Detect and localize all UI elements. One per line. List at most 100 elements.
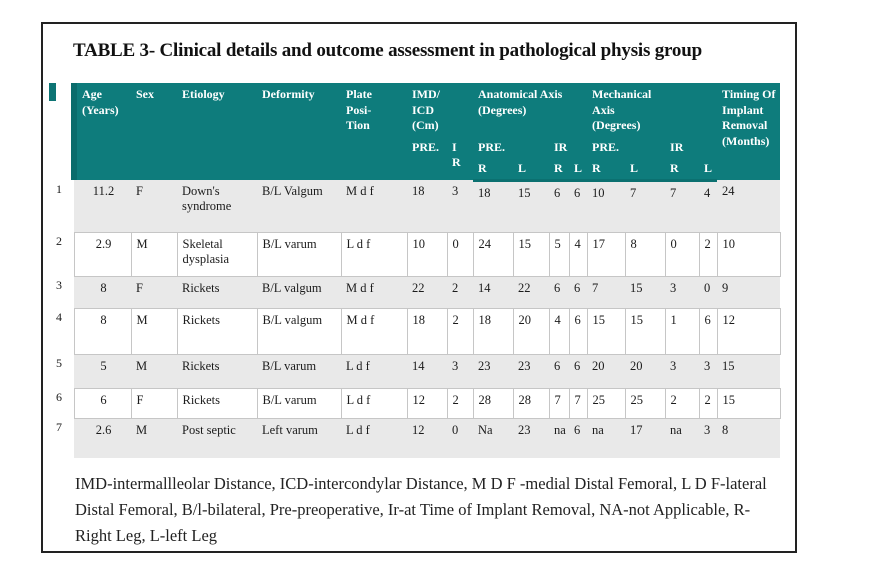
sex-cell: M [131,354,177,389]
table-title: TABLE 3- Clinical details and outcome as… [73,40,702,61]
header-row-sub2: R L R L R L R L [55,157,780,182]
mech-pre-l-cell: 17 [625,418,666,459]
sex-cell: F [131,276,177,309]
mech-ir-l-cell: 3 [699,354,718,389]
anat-ir-r-cell: 5 [548,231,570,277]
header-row-sub1: PRE. I R PRE. IR PRE. IR [55,135,780,181]
imd-ir-cell: 2 [447,276,473,309]
subheader-imd-pre: PRE. [407,135,447,181]
table-body: 1 11.2 F Down's syndrome B/L Valgum M d f 18 3 1… [55,180,781,459]
mech-ir-l-cell: 0 [699,276,718,309]
subheader-anat-ir-l: L [569,157,588,182]
plate-cell: L d f [341,354,407,389]
anat-pre-l-cell: 22 [513,276,549,309]
mech-pre-l-cell: 8 [624,231,666,277]
age-cell: 8 [73,307,132,355]
age-cell: 5 [74,354,131,389]
col-header-anatomical-axis: Anatomical Axis (Degrees) [473,83,588,136]
sex-cell: M [130,307,178,355]
row-number: 1 [55,180,74,233]
mech-pre-r-cell: 25 [586,387,626,419]
col-header-mechanical-axis: Mechanical Axis (Degrees) [587,83,718,136]
imd-ir-cell: 0 [446,231,474,277]
row-number: 2 [55,232,74,277]
imd-pre-cell: 10 [406,231,448,277]
plate-cell: M d f [341,180,407,233]
page-frame: TABLE 3- Clinical details and outcome as… [41,22,797,553]
col-header-imd-icd: IMD/ ICD (Cm) [407,83,473,136]
deformity-cell: B/L varum [256,231,342,277]
mech-ir-l-cell: 6 [698,307,718,355]
deformity-cell: B/L varum [257,354,341,389]
mech-pre-r-cell: 7 [587,276,626,309]
clinical-table: Age (Years) Sex Etiology Deformity Plate… [55,83,781,459]
anat-ir-l-cell: 6 [569,354,588,389]
anat-pre-r-cell: 28 [472,387,514,419]
deformity-cell: B/L valgum [256,307,342,355]
col-header-deformity: Deformity [257,83,341,181]
table-row: 2 2.9 M Skeletal dysplasia B/L varum L d f 10 0… [55,231,781,277]
subheader-anat-ir-r: R [549,157,569,182]
age-cell: 2.6 [74,418,131,459]
table-row: 5 5 M Rickets B/L varum L d f 14 3 23 23 6 6 20 20 3 3 1… [55,354,781,389]
col-header-plate-position: Plate Posi- Tion [341,83,407,181]
anat-pre-r-cell: 18 [472,307,514,355]
age-cell: 8 [74,276,131,309]
mech-ir-r-cell: na [665,418,700,459]
imd-pre-cell: 22 [407,276,447,309]
table-row: 4 8 M Rickets B/L valgum M d f 18 2 18 20 4 6 15 15 1 6… [55,307,781,355]
anat-pre-l-cell: 23 [513,418,549,459]
mech-ir-r-cell: 2 [664,387,700,419]
mech-ir-l-cell: 4 [699,180,718,233]
anat-ir-l-cell: 6 [568,307,588,355]
anat-ir-r-cell: na [549,418,569,459]
anat-pre-r-cell: 24 [472,231,514,277]
mech-ir-r-cell: 3 [665,276,700,309]
col-header-sex: Sex [131,83,177,181]
etiology-cell: Rickets [176,387,258,419]
mech-pre-l-cell: 25 [624,387,666,419]
mech-pre-l-cell: 15 [625,276,666,309]
imd-pre-cell: 12 [406,387,448,419]
plate-cell: L d f [340,387,408,419]
mech-pre-r-cell: 15 [586,307,626,355]
plate-cell: M d f [340,307,408,355]
mech-ir-r-cell: 3 [665,354,700,389]
mech-ir-r-cell: 1 [664,307,700,355]
anat-pre-l-cell: 23 [513,354,549,389]
row-number: 7 [55,418,74,459]
anat-ir-r-cell: 6 [549,180,569,233]
table-row: 7 2.6 M Post septic Left varum L d f 12 0 Na 23 na… [55,418,781,459]
anat-ir-r-cell: 6 [549,354,569,389]
sex-cell: M [131,418,177,459]
table-row: 6 6 F Rickets B/L varum L d f 12 2 28 28 7 7 25 25 2 2 1… [55,387,781,419]
anat-ir-l-cell: 4 [568,231,588,277]
timing-cell: 24 [717,180,781,233]
plate-cell: L d f [340,231,408,277]
imd-pre-cell: 18 [407,180,447,233]
deformity-cell: Left varum [257,418,341,459]
timing-cell: 9 [717,276,781,309]
mech-ir-l-cell: 2 [698,387,718,419]
mech-pre-r-cell: 17 [586,231,626,277]
col-header-age: Age (Years) [71,83,131,181]
row-number: 3 [55,276,74,309]
subheader-anat-pre-r: R [473,157,513,182]
mech-pre-r-cell: 20 [587,354,626,389]
plate-cell: L d f [341,418,407,459]
mech-pre-r-cell: na [587,418,626,459]
subheader-mech-ir: IR [665,135,718,158]
deformity-cell: B/L valgum [257,276,341,309]
anat-ir-l-cell: 6 [569,276,588,309]
mech-pre-r-cell: 10 [587,180,626,233]
row-number: 5 [55,354,74,389]
age-cell: 11.2 [74,180,131,233]
subheader-mech-pre-l: L [625,157,666,182]
etiology-cell: Down's syndrome [177,180,257,233]
imd-ir-cell: 2 [446,387,474,419]
imd-ir-cell: 3 [447,180,473,233]
col-header-etiology: Etiology [177,83,257,181]
clinical-table-wrap: Age (Years) Sex Etiology Deformity Plate… [49,83,795,459]
mech-ir-r-cell: 7 [665,180,700,233]
